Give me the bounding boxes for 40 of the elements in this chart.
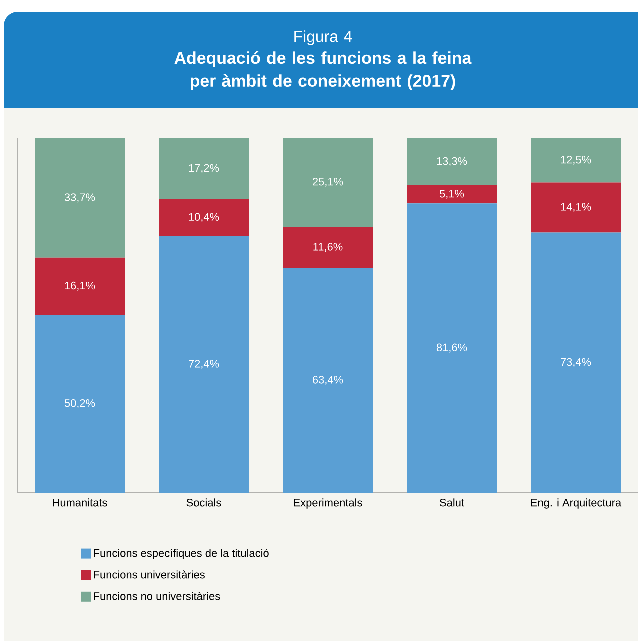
data-label: 50,2% [64,399,96,409]
x-tick-label: Humanitats [53,498,108,507]
legend-label: Funcions específiques de la titulació [94,549,269,560]
data-label: 13,3% [437,157,468,166]
bar [35,314,126,494]
data-label: 72,4% [189,360,220,370]
chart-subtitle: Figura 4 [294,30,352,46]
bar [531,138,622,183]
bar [35,258,126,315]
data-label: 81,6% [436,344,468,353]
data-label: 63,4% [313,376,344,386]
data-label: 5,1% [440,190,464,200]
bar [407,138,498,186]
bar [531,232,622,494]
data-label: 16,1% [65,282,96,291]
bar [35,138,126,258]
data-label: 33,7% [64,194,96,203]
data-label: 14,1% [561,203,592,212]
bar [407,186,498,204]
x-tick-label: Socials [186,498,222,507]
data-label: 25,1% [313,178,344,188]
x-tick-label: Experimentals [294,498,362,509]
x-tick-label: Eng. i Arquitectura [531,498,622,509]
bar [159,199,250,236]
bar [531,182,622,233]
data-label: 17,2% [189,164,220,174]
bar [283,268,374,494]
data-label: 12,5% [561,156,592,166]
bar [159,236,250,494]
legend-label: Funcions universitàries [94,570,205,579]
data-label: 73,4% [561,358,592,368]
data-label: 11,6% [314,243,343,252]
bar [407,204,498,494]
x-tick-label: Salut [440,498,464,507]
chart-title: Adequació de les funcions a la feina per àmbit de coneixement (2017) [174,52,472,90]
bar [283,138,374,228]
legend-label: Funcions no universitàries [94,592,220,600]
bar [159,138,250,200]
bar [283,227,374,268]
data-label: 10,4% [189,213,220,222]
